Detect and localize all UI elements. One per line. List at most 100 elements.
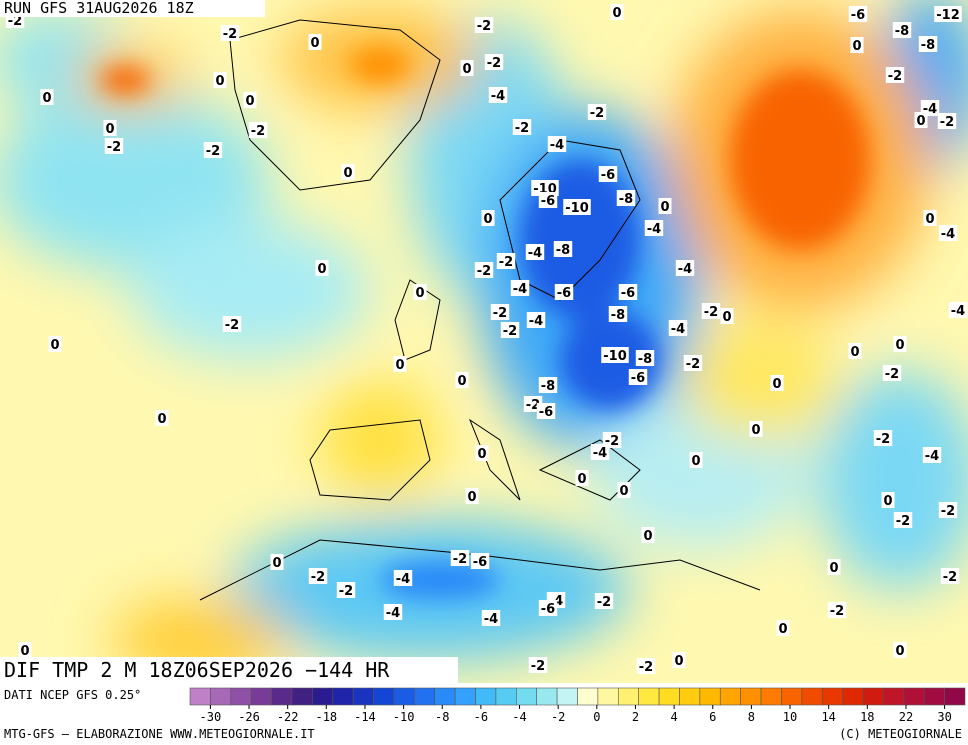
colorbar-swatch [373,687,395,706]
contour-label-box [590,444,610,460]
contour-label: -2 [526,398,540,413]
contour-label-box [413,284,427,300]
contour-label-box [336,582,356,598]
contour-label-box [683,355,703,371]
contour-label-box [475,445,489,461]
contour-label: 0 [20,644,29,659]
contour-label-box [525,244,545,260]
contour-label-box [554,284,574,300]
colorbar-swatch [475,687,497,706]
contour-label-box [598,166,618,182]
contour-label-box [893,336,907,352]
colorbar-swatch [883,687,905,706]
contour-label: -10 [603,349,627,364]
colorbar-swatch [536,687,558,706]
colorbar-swatch [944,687,966,706]
colorbar-swatch [617,687,639,706]
colorbar-tick-label: 30 [937,710,951,724]
contour-label: -4 [484,612,498,627]
contour-label-box [618,284,638,300]
contour-label-box [40,89,54,105]
contour-label: 0 [245,94,254,109]
colorbar-swatch [454,687,476,706]
contour-label-box [315,260,329,276]
contour-label: -2 [830,604,844,619]
contour-label-box [848,343,862,359]
contour-label: -8 [921,38,935,53]
contour-label-box [213,72,227,88]
contour-label: 0 [272,556,281,571]
contour-label-box [885,67,905,83]
contour-label: -4 [491,89,505,104]
contour-label: -6 [631,371,645,386]
contour-label: -6 [541,194,555,209]
contour-label: -4 [513,282,527,297]
colorbar-tick-label: -8 [435,710,449,724]
contour-label-box [220,25,240,41]
contour-label: -2 [8,14,22,29]
contour-label: 0 [343,166,352,181]
colorbar-swatch [495,687,517,706]
colorbar-swatch [821,687,843,706]
credit-text: MTG-GFS — ELABORAZIONE WWW.METEOGIORNALE… [4,727,315,741]
contour-label: 0 [477,447,486,462]
contour-label-box [636,658,656,674]
contour-label-box [496,253,516,269]
contour-label-box [672,652,686,668]
contour-label-box [270,554,284,570]
colorbar-swatch [210,687,232,706]
contour-label: 0 [467,490,476,505]
contour-label: -6 [539,405,553,420]
header-box [0,0,265,17]
colorbar-swatch [842,687,864,706]
contour-label: -2 [686,357,700,372]
contour-label-box [104,138,124,154]
contour-label: -6 [473,555,487,570]
source-text: DATI NCEP GFS 0.25° [4,688,141,702]
contour-label: -6 [601,168,615,183]
contour-label: -8 [556,243,570,258]
colorbar-swatch [740,687,762,706]
contour-label: 0 [577,472,586,487]
footer-title-box [0,657,458,683]
contour-label: 0 [778,622,787,637]
contour-label-box [528,657,548,673]
contour-label: 0 [483,212,492,227]
colorbar-tick-label: -14 [354,710,376,724]
contour-label: -4 [550,138,564,153]
contour-label-box [587,104,607,120]
contour-label: -4 [593,446,607,461]
colorbar-swatch [189,687,211,706]
copyright-text: (C) METEOGIORNALE [839,727,962,741]
colorbar-swatch [250,687,272,706]
contour-label: 0 [772,377,781,392]
contour-label-box [848,6,868,22]
contour-label-box [893,642,907,658]
contour-label: 0 [660,200,669,215]
contour-label-box [481,210,495,226]
contour-label-box [341,164,355,180]
colorbar-swatch [577,687,599,706]
contour-label: 0 [310,36,319,51]
contour-label: 0 [895,338,904,353]
contour-label: 0 [829,561,838,576]
contour-label-box [892,22,912,38]
contour-label-box [450,550,470,566]
contour-label-box [940,568,960,584]
contour-label-box [948,302,968,318]
contour-label-box [776,620,790,636]
contour-label: -2 [639,660,653,675]
contour-label-box [481,610,501,626]
colorbar-swatch [699,687,721,706]
contour-label-box [938,225,958,241]
contour-label-box [103,120,117,136]
contour-label: -6 [557,286,571,301]
colorbar-swatch [271,687,293,706]
colorbar: -30 -26 -22 -18 -14 -10 -8 -6 -4 -2 0 2 4 6 8 10 14 18 22 3… [189,687,966,724]
contour-label-box [512,119,532,135]
colorbar-tick-label: 10 [783,710,797,724]
contour-label: -4 [925,449,939,464]
contour-label: -6 [621,286,635,301]
colorbar-swatch [312,687,334,706]
